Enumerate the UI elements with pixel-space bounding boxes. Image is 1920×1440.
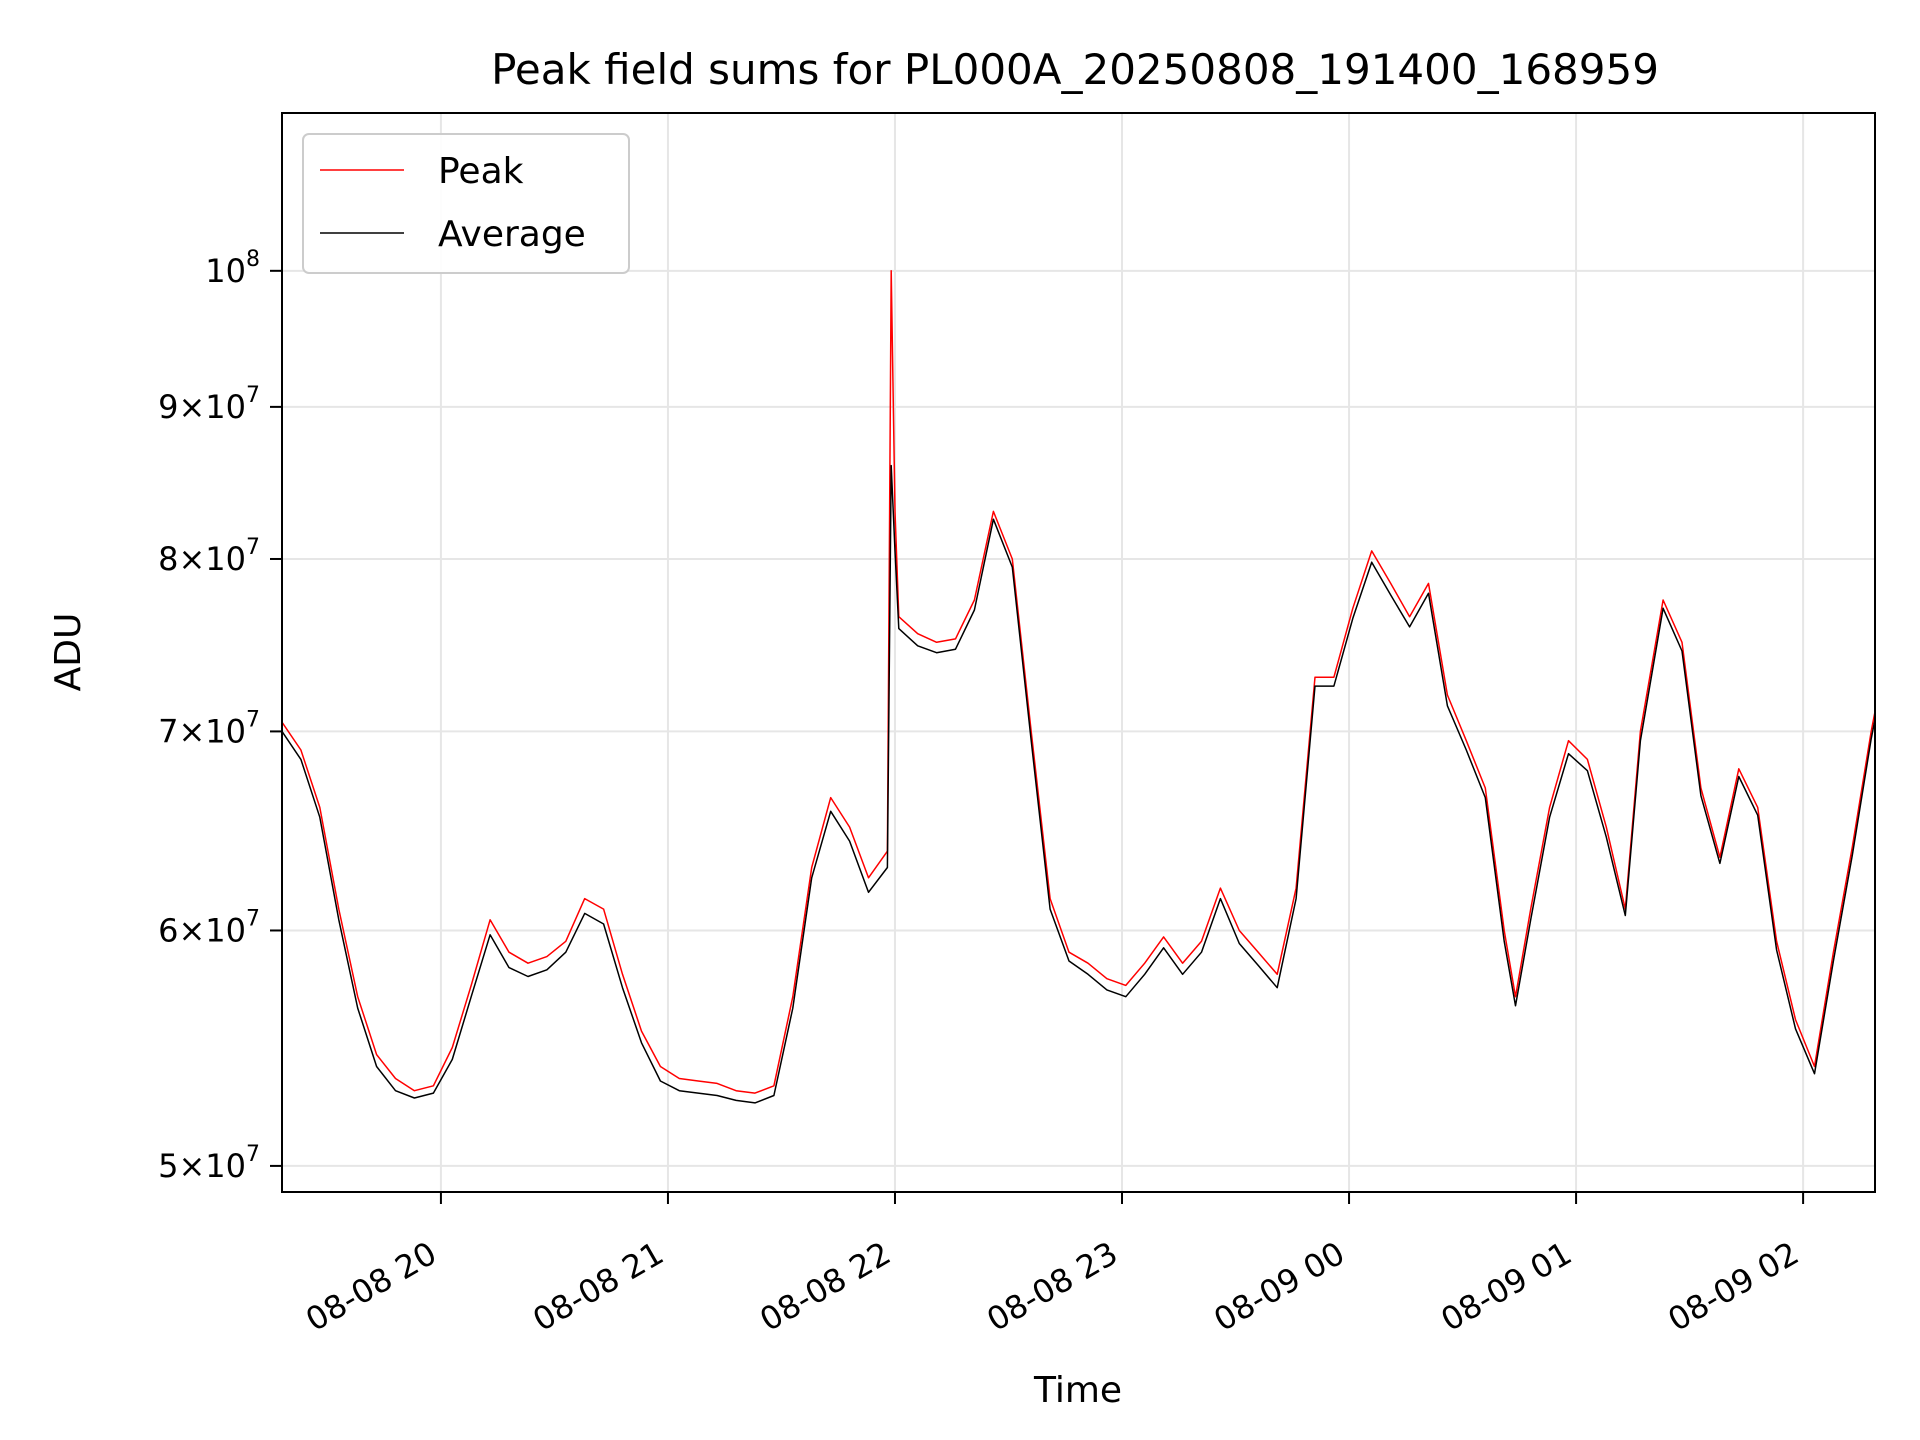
y-tick-label: 108 xyxy=(205,247,260,290)
y-tick-label: 5×107 xyxy=(158,1142,260,1185)
y-tick-exponent: 7 xyxy=(246,535,260,560)
legend-box xyxy=(302,133,630,274)
grid xyxy=(282,113,1875,1192)
y-tick-mantissa: 6 xyxy=(158,911,178,949)
y-tick-mantissa: 5 xyxy=(158,1147,178,1185)
y-tick-base: ×10 xyxy=(178,540,246,578)
y-tick-mantissa: 8 xyxy=(158,540,178,578)
y-tick-label: 6×107 xyxy=(158,906,260,949)
y-tick-base: ×10 xyxy=(178,1147,246,1185)
legend-label-average: Average xyxy=(438,214,586,255)
y-tick-exponent: 7 xyxy=(246,1142,260,1167)
series-line-average xyxy=(282,464,1875,1104)
x-axis-label: Time xyxy=(1033,1370,1122,1411)
y-tick-exponent: 8 xyxy=(246,247,260,272)
y-tick-exponent: 7 xyxy=(246,383,260,408)
y-tick-label: 7×107 xyxy=(158,707,260,750)
series-group xyxy=(282,270,1875,1104)
y-tick-base: 10 xyxy=(205,252,246,290)
y-tick-mantissa: 9 xyxy=(158,388,178,426)
y-tick-label: 8×107 xyxy=(158,535,260,578)
series-line-peak xyxy=(282,270,1875,1094)
plot-area xyxy=(282,270,1875,1104)
legend: Peak Average xyxy=(302,133,630,274)
y-tick-base: ×10 xyxy=(178,388,246,426)
y-tick-base: ×10 xyxy=(178,712,246,750)
chart-title: Peak field sums for PL000A_20250808_1914… xyxy=(491,45,1659,94)
plot-frame xyxy=(281,112,1876,1193)
y-tick-base: ×10 xyxy=(178,911,246,949)
y-axis-label: ADU xyxy=(48,613,89,692)
legend-label-peak: Peak xyxy=(438,151,524,192)
y-tick-exponent: 7 xyxy=(246,906,260,931)
y-tick-mantissa: 7 xyxy=(158,712,178,750)
y-tick-exponent: 7 xyxy=(246,707,260,732)
y-tick-label: 9×107 xyxy=(158,383,260,426)
